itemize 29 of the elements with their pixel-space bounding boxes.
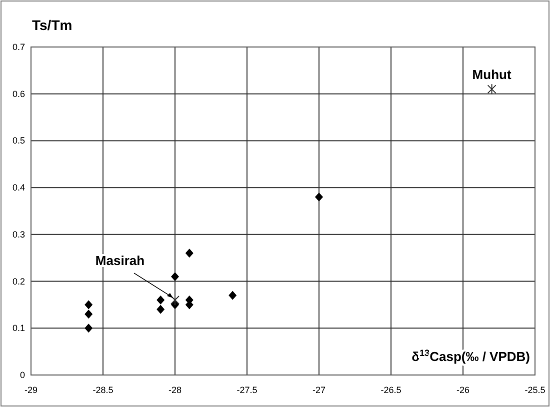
y-tick-label: 0.3 (12, 229, 25, 240)
y-tick-label: 0.1 (12, 323, 25, 334)
x-tick-label: -28.5 (92, 385, 114, 395)
x-tick-label: -25.5 (524, 385, 546, 395)
y-tick-label: 0 (20, 370, 25, 380)
point (170, 294, 180, 306)
point (84, 310, 93, 319)
y-tick-label: 0.4 (12, 182, 25, 193)
x-tick-label: -27 (312, 385, 326, 395)
y-tick-label: 0.5 (12, 136, 25, 146)
point (156, 296, 165, 305)
point (84, 300, 93, 310)
x-tick-label: -27.5 (236, 385, 258, 395)
x-tick-label: -26.5 (380, 385, 402, 395)
y-tick-label: 0.7 (12, 42, 25, 52)
point (487, 84, 496, 95)
y-tick-label: 0.2 (12, 276, 25, 286)
point (84, 324, 93, 333)
y-tick-label: 0.6 (12, 88, 25, 99)
x-tick-label: -29 (24, 385, 38, 395)
point (171, 272, 179, 282)
point (185, 248, 194, 258)
annotation: Muhut (472, 67, 512, 82)
point (156, 304, 165, 314)
point (228, 290, 237, 300)
x-tick-label: -28 (168, 385, 182, 395)
y-axis-title: Ts/Tm (32, 17, 72, 33)
x-tick-label: -26 (456, 385, 470, 395)
point (315, 192, 323, 202)
